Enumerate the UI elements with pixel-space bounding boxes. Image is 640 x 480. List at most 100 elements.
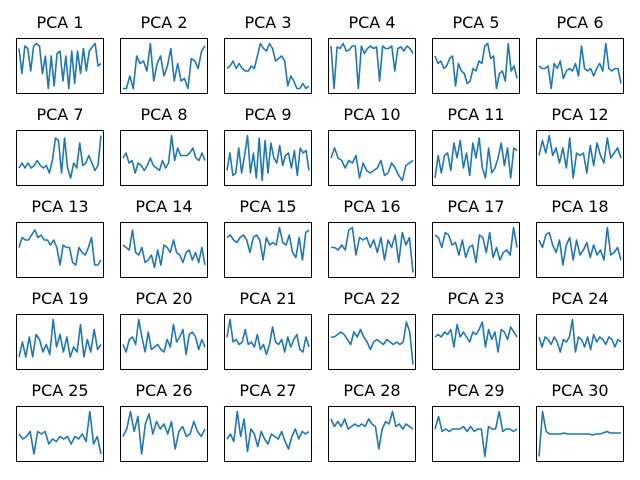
plot-area [16,406,104,462]
series-line [226,226,310,261]
chart-title: PCA 25 [31,381,89,400]
series-line [123,42,206,90]
plot-area [328,38,416,94]
plot-area [120,406,208,462]
axes-frame [120,222,208,278]
plot-area [120,314,208,370]
chart-title: PCA 21 [239,289,297,308]
chart-title: PCA 29 [447,381,505,400]
chart-title: PCA 19 [31,289,89,308]
series-line [18,318,102,358]
chart-title: PCA 6 [556,13,604,32]
chart-title: PCA 10 [343,105,401,124]
chart-panel: PCA 14 [120,198,208,278]
axes-frame [328,38,416,94]
chart-panel: PCA 12 [536,106,624,186]
chart-title: PCA 20 [135,289,193,308]
chart-title: PCA 13 [31,197,89,216]
series-line [330,410,414,450]
series-line [331,321,414,365]
chart-panel: PCA 20 [120,290,208,370]
plot-area [224,314,312,370]
plot-area [432,38,520,94]
axes-frame [328,406,416,462]
plot-area [328,314,416,370]
series-line [538,410,621,457]
series-line [122,318,206,356]
series-line [434,410,518,458]
chart-panel: PCA 1 [16,14,104,94]
chart-panel: PCA 16 [328,198,416,278]
plot-area [328,222,416,278]
axes-frame [328,222,416,278]
chart-title: PCA 12 [551,105,609,124]
chart-panel: PCA 10 [328,106,416,186]
series-line [226,42,310,90]
axes-frame [224,38,312,94]
chart-title: PCA 17 [447,197,505,216]
axes-frame [224,222,312,278]
series-line [538,42,622,90]
plot-area [120,130,208,186]
chart-panel: PCA 21 [224,290,312,370]
chart-panel: PCA 9 [224,106,312,186]
chart-panel: PCA 13 [16,198,104,278]
plot-area [16,38,104,94]
plot-area [536,406,624,462]
axes-frame [16,406,104,462]
chart-title: PCA 1 [36,13,84,32]
axes-frame [120,406,208,462]
plot-area [432,130,520,186]
series-line [331,226,414,273]
series-line [122,229,206,269]
plot-area [16,130,104,186]
chart-panel: PCA 7 [16,106,104,186]
chart-title: PCA 9 [244,105,292,124]
chart-title: PCA 26 [135,381,193,400]
chart-title: PCA 15 [239,197,297,216]
series-line [226,318,310,356]
axes-frame [16,314,104,370]
plot-area [120,38,208,94]
plot-area [536,130,624,186]
chart-title: PCA 4 [348,13,396,32]
chart-title: PCA 16 [343,197,401,216]
plot-area [328,406,416,462]
axes-frame [120,38,208,94]
axes-frame [16,38,104,94]
series-line [122,134,206,174]
chart-panel: PCA 29 [432,382,520,462]
plot-area [536,38,624,94]
axes-frame [432,406,520,462]
chart-title: PCA 23 [447,289,505,308]
plot-area [536,222,624,278]
chart-panel: PCA 26 [120,382,208,462]
chart-title: PCA 7 [36,105,84,124]
plot-area [120,222,208,278]
series-line [538,134,622,179]
axes-frame [536,406,624,462]
axes-frame [432,38,520,94]
chart-panel: PCA 24 [536,290,624,370]
chart-title: PCA 22 [343,289,401,308]
axes-frame [536,314,624,370]
axes-frame [224,314,312,370]
series-line [434,226,518,264]
chart-panel: PCA 15 [224,198,312,278]
plot-area [224,130,312,186]
chart-panel: PCA 2 [120,14,208,94]
chart-title: PCA 30 [551,381,609,400]
chart-title: PCA 8 [140,105,188,124]
axes-frame [224,130,312,186]
series-line [226,134,310,182]
series-line [226,410,310,453]
series-line [538,226,622,266]
series-line [434,42,518,90]
chart-panel: PCA 28 [328,382,416,462]
chart-panel: PCA 5 [432,14,520,94]
chart-panel: PCA 22 [328,290,416,370]
axes-frame [432,314,520,370]
plot-area [328,130,416,186]
chart-title: PCA 28 [343,381,401,400]
series-line [538,318,622,353]
